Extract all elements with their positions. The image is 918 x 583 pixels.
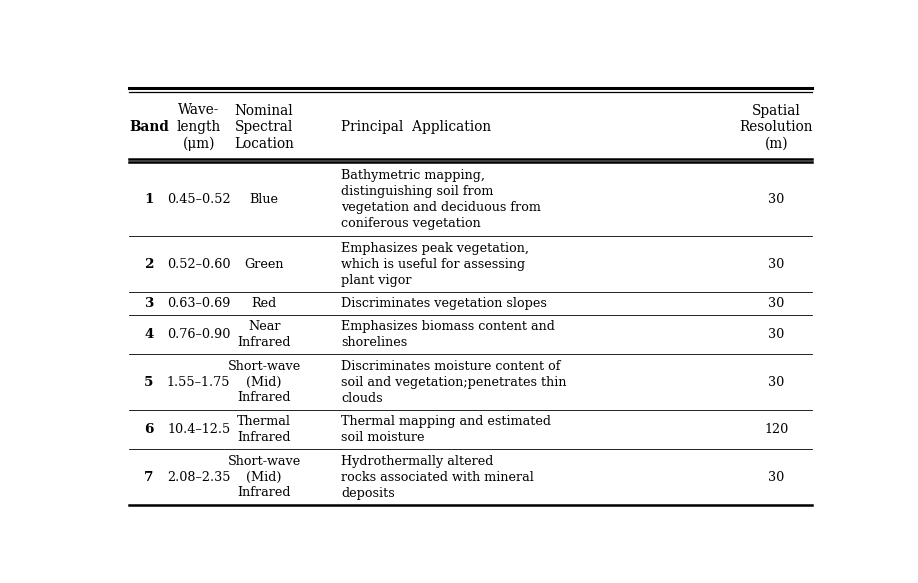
Text: Discriminates vegetation slopes: Discriminates vegetation slopes	[341, 297, 547, 310]
Text: 5: 5	[144, 375, 153, 388]
Text: 30: 30	[768, 375, 785, 388]
Text: Nominal
Spectral
Location: Nominal Spectral Location	[234, 104, 294, 151]
Text: Green: Green	[244, 258, 284, 271]
Text: 3: 3	[144, 297, 153, 310]
Text: Short-wave
(Mid)
Infrared: Short-wave (Mid) Infrared	[228, 455, 301, 500]
Text: 0.45–0.52: 0.45–0.52	[167, 194, 230, 206]
Text: Red: Red	[252, 297, 277, 310]
Text: 30: 30	[768, 258, 785, 271]
Text: Short-wave
(Mid)
Infrared: Short-wave (Mid) Infrared	[228, 360, 301, 404]
Text: 4: 4	[144, 328, 153, 341]
Text: 30: 30	[768, 471, 785, 484]
Text: Thermal
Infrared: Thermal Infrared	[237, 416, 291, 444]
Text: Thermal mapping and estimated
soil moisture: Thermal mapping and estimated soil moist…	[341, 415, 551, 444]
Text: Blue: Blue	[250, 194, 279, 206]
Text: Emphasizes biomass content and
shorelines: Emphasizes biomass content and shoreline…	[341, 320, 554, 349]
Text: 2.08–2.35: 2.08–2.35	[167, 471, 230, 484]
Text: Bathymetric mapping,
distinguishing soil from
vegetation and deciduous from
coni: Bathymetric mapping, distinguishing soil…	[341, 169, 541, 230]
Text: 6: 6	[144, 423, 153, 436]
Text: Band: Band	[129, 121, 169, 135]
Text: Wave-
length
(μm): Wave- length (μm)	[176, 103, 221, 152]
Text: 1.55–1.75: 1.55–1.75	[167, 375, 230, 388]
Text: 120: 120	[765, 423, 789, 436]
Text: 7: 7	[144, 471, 153, 484]
Text: 1: 1	[144, 194, 153, 206]
Text: 0.76–0.90: 0.76–0.90	[167, 328, 230, 341]
Text: Spatial
Resolution
(m): Spatial Resolution (m)	[740, 104, 813, 151]
Text: Emphasizes peak vegetation,
which is useful for assessing
plant vigor: Emphasizes peak vegetation, which is use…	[341, 242, 529, 287]
Text: Discriminates moisture content of
soil and vegetation;penetrates thin
clouds: Discriminates moisture content of soil a…	[341, 360, 566, 405]
Text: 30: 30	[768, 297, 785, 310]
Text: 30: 30	[768, 328, 785, 341]
Text: 30: 30	[768, 194, 785, 206]
Text: Near
Infrared: Near Infrared	[238, 320, 291, 349]
Text: Hydrothermally altered
rocks associated with mineral
deposits: Hydrothermally altered rocks associated …	[341, 455, 534, 500]
Text: Principal  Application: Principal Application	[341, 121, 491, 135]
Text: 0.63–0.69: 0.63–0.69	[167, 297, 230, 310]
Text: 10.4–12.5: 10.4–12.5	[167, 423, 230, 436]
Text: 0.52–0.60: 0.52–0.60	[167, 258, 230, 271]
Text: 2: 2	[144, 258, 153, 271]
